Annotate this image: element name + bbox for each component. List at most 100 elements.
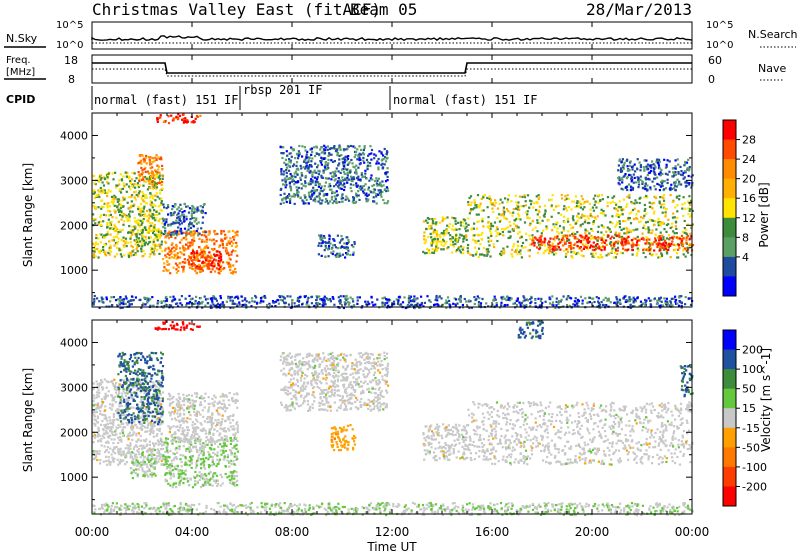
- echo-cell: [475, 206, 478, 209]
- echo-cell: [136, 182, 139, 185]
- echo-cell: [321, 299, 324, 302]
- echo-cell: [190, 258, 193, 261]
- echo-cell: [467, 243, 470, 247]
- echo-cell: [211, 248, 215, 251]
- echo-cell: [93, 294, 96, 298]
- echo-cell: [197, 301, 200, 304]
- echo-cell: [134, 243, 137, 246]
- echo-cell: [581, 222, 584, 226]
- echo-cell: [189, 218, 192, 221]
- echo-cell: [92, 213, 95, 216]
- echo-cell: [631, 188, 634, 191]
- echo-cell: [99, 174, 102, 177]
- echo-cell: [356, 148, 359, 151]
- echo-cell: [92, 192, 95, 195]
- echo-cell: [99, 178, 102, 181]
- echo-cell: [664, 213, 667, 216]
- echo-cell: [310, 178, 313, 181]
- echo-cell: [324, 166, 327, 169]
- echo-cell: [583, 206, 586, 209]
- echo-cell: [279, 146, 282, 149]
- echo-cell: [114, 430, 117, 433]
- echo-cell: [164, 249, 167, 252]
- echo-cell: [570, 255, 573, 258]
- echo-cell: [594, 252, 598, 255]
- echo-cell: [513, 302, 517, 305]
- echo-cell: [337, 177, 340, 180]
- echo-cell: [285, 175, 288, 178]
- echo-cell: [173, 211, 176, 214]
- echo-cell: [312, 186, 315, 189]
- echo-cell: [294, 170, 297, 173]
- echo-cell: [195, 253, 198, 256]
- echo-cell: [236, 305, 239, 308]
- echo-cell: [541, 301, 544, 304]
- echo-cell: [329, 242, 332, 245]
- echo-cell: [156, 448, 160, 451]
- echo-cell: [121, 228, 124, 232]
- echo-cell: [431, 218, 434, 221]
- echo-cell: [250, 305, 253, 308]
- echo-cell: [231, 299, 234, 302]
- echo-cell: [594, 200, 597, 203]
- echo-cell: [581, 213, 584, 216]
- echo-cell: [641, 236, 644, 240]
- echo-cell: [130, 425, 133, 428]
- echo-cell: [377, 183, 380, 186]
- echo-cell: [488, 244, 491, 247]
- echo-cell: [185, 243, 188, 246]
- echo-cell: [638, 201, 641, 205]
- echo-cell: [187, 225, 190, 228]
- echo-cell: [630, 239, 633, 242]
- echo-cell: [282, 201, 285, 204]
- echo-cell: [213, 243, 216, 246]
- echo-cell: [407, 304, 410, 307]
- echo-cell: [100, 207, 103, 210]
- echo-cell: [215, 267, 218, 270]
- echo-cell: [638, 161, 641, 164]
- echo-cell: [194, 117, 197, 120]
- echo-cell: [549, 237, 552, 240]
- echo-cell: [672, 187, 676, 190]
- echo-cell: [455, 234, 458, 237]
- echo-cell: [240, 295, 243, 298]
- echo-cell: [132, 427, 135, 430]
- echo-cell: [194, 266, 197, 269]
- echo-cell: [502, 247, 505, 250]
- echo-cell: [469, 253, 472, 256]
- echo-cell: [232, 306, 235, 309]
- echo-cell: [536, 230, 539, 233]
- echo-cell: [686, 223, 689, 226]
- echo-cell: [375, 162, 378, 165]
- echo-cell: [295, 168, 298, 171]
- echo-cell: [194, 232, 197, 235]
- echo-cell: [516, 207, 519, 210]
- echo-cell: [110, 195, 114, 198]
- echo-cell: [93, 182, 96, 185]
- echo-cell: [524, 211, 527, 214]
- echo-cell: [572, 215, 575, 218]
- echo-cell: [675, 227, 678, 230]
- echo-cell: [164, 229, 167, 233]
- echo-cell: [170, 247, 174, 250]
- echo-cell: [636, 176, 639, 179]
- echo-cell: [101, 298, 104, 301]
- echo-cell: [517, 226, 520, 229]
- echo-cell: [182, 121, 185, 124]
- echo-cell: [416, 302, 419, 305]
- echo-cell: [496, 226, 499, 229]
- echo-cell: [621, 252, 624, 255]
- echo-cell: [658, 183, 661, 186]
- echo-cell: [148, 255, 151, 258]
- echo-cell: [529, 304, 532, 307]
- echo-cell: [293, 193, 296, 196]
- echo-cell: [621, 242, 624, 245]
- echo-cell: [120, 248, 123, 252]
- echo-cell: [413, 295, 416, 298]
- echo-cell: [649, 303, 652, 306]
- echo-cell: [686, 181, 689, 184]
- echo-cell: [307, 191, 310, 194]
- echo-cell: [557, 246, 560, 249]
- echo-cell: [150, 170, 154, 173]
- echo-cell: [154, 420, 158, 423]
